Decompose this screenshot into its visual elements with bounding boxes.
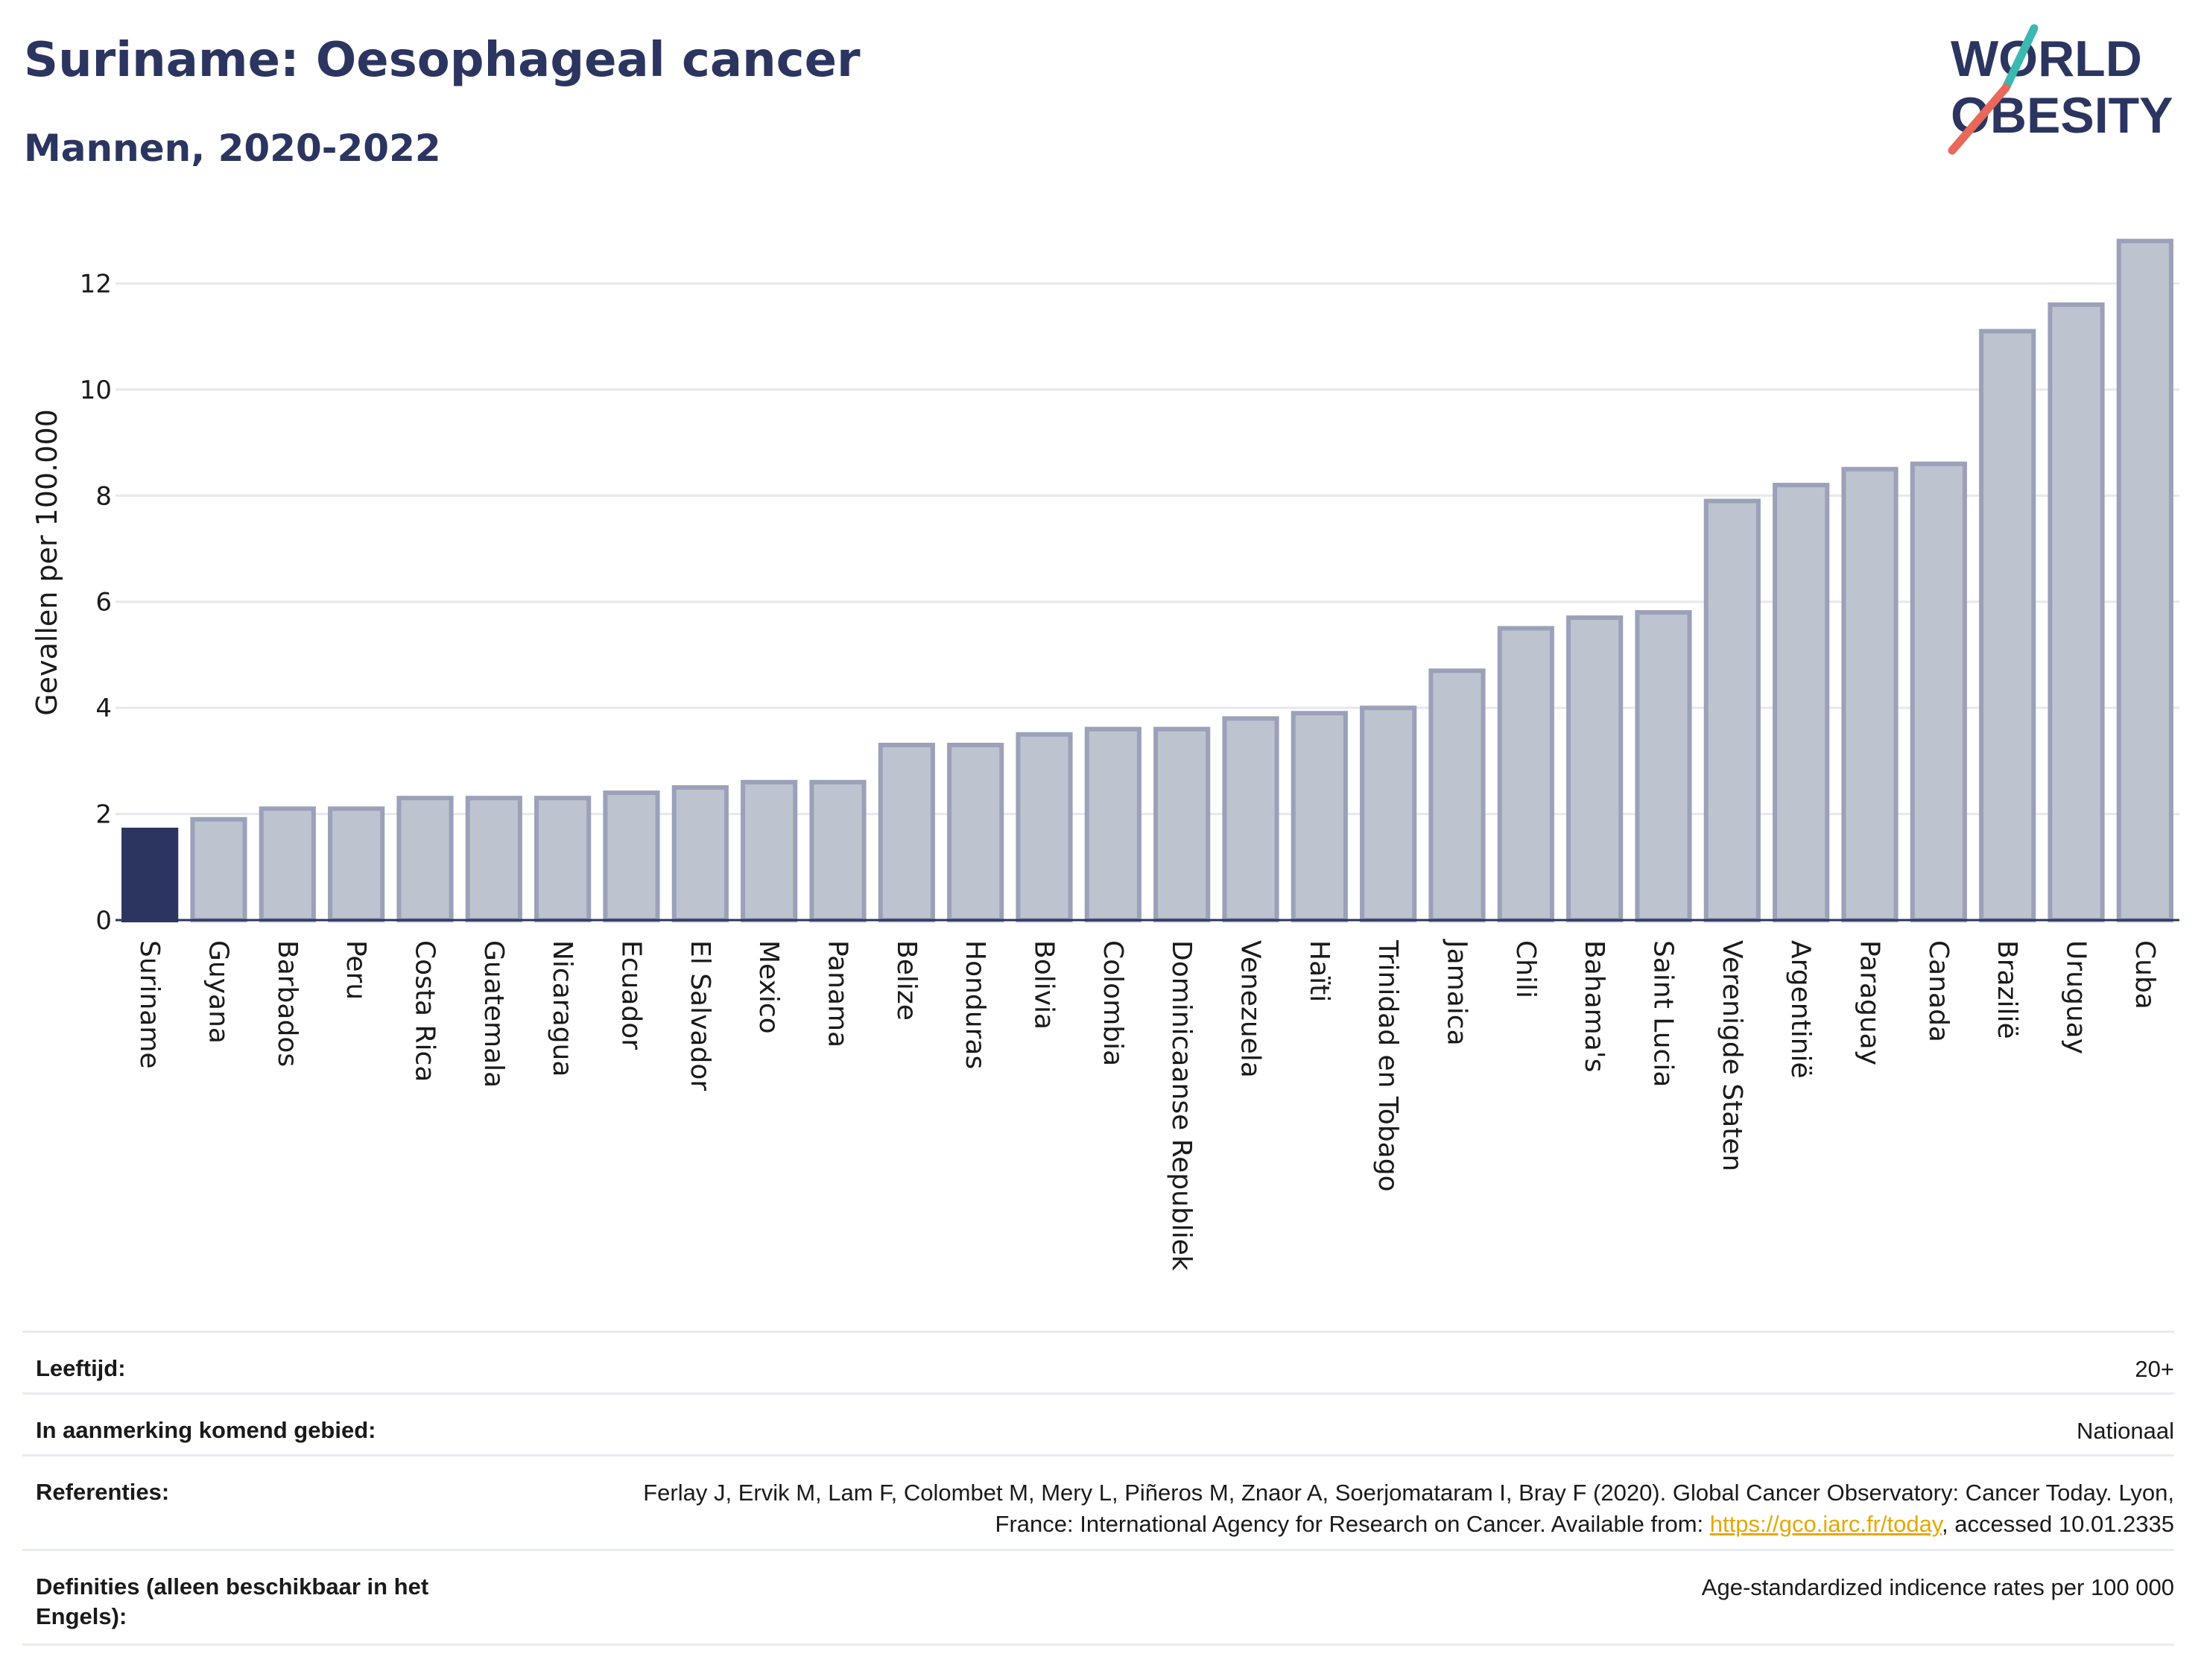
- logo-line1: WORLD: [1951, 31, 2142, 87]
- bar-jamaica[interactable]: [1428, 668, 1486, 922]
- chart-title: Suriname: Oesophageal cancer: [24, 33, 861, 88]
- x-tick-label: Barbados: [272, 940, 303, 1067]
- x-tick-label: Canada: [1923, 940, 1954, 1042]
- x-tick-label: Argentinië: [1785, 940, 1816, 1079]
- reference-link[interactable]: https://gco.iarc.fr/today: [1709, 1511, 1942, 1537]
- x-tick-label: Verenigde Staten: [1717, 940, 1747, 1171]
- bar-el-salvador[interactable]: [671, 784, 729, 923]
- bar-cuba[interactable]: [2116, 238, 2173, 922]
- x-tick-label: Honduras: [960, 940, 990, 1069]
- bar-colombia[interactable]: [1084, 726, 1141, 922]
- meta-def-label: Definities (alleen beschikbaar in het En…: [36, 1573, 429, 1629]
- x-tick-label: Nicaragua: [547, 940, 577, 1077]
- x-tick-label: Bahama's: [1579, 940, 1609, 1072]
- bars: [121, 238, 2173, 923]
- bar-guyana[interactable]: [190, 817, 247, 923]
- bar-mexico[interactable]: [741, 779, 798, 923]
- meta-row-age: Leeftijd: 20+: [22, 1331, 2174, 1392]
- meta-bottom-border: [22, 1643, 2174, 1646]
- y-tick-labels: 0 2 4 6 8 10 12: [80, 269, 112, 936]
- meta-ref-text-2: , accessed 10.01.2335: [1942, 1511, 2174, 1537]
- x-tick-label: Suriname: [134, 940, 165, 1069]
- x-tick-label: Panama: [823, 940, 853, 1047]
- bar-ecuador[interactable]: [603, 790, 660, 923]
- x-tick-label: Haïti: [1304, 940, 1334, 1002]
- logo-slash-red: [1948, 83, 2010, 155]
- x-tick-label: Cuba: [2129, 940, 2160, 1009]
- x-tick-label: Belize: [891, 940, 922, 1021]
- bar-costa-rica[interactable]: [396, 796, 454, 923]
- bar-ha-ti[interactable]: [1291, 711, 1348, 922]
- chart-subtitle: Mannen, 2020-2022: [24, 127, 441, 170]
- meta-area-value: Nationaal: [2077, 1418, 2174, 1444]
- bar-honduras[interactable]: [947, 743, 1004, 922]
- metadata-table: Leeftijd: 20+ In aanmerking komend gebie…: [22, 1331, 2174, 1646]
- x-tick-label: Chili: [1510, 940, 1541, 998]
- x-tick-label: El Salvador: [685, 940, 715, 1091]
- meta-ref-label: Referenties:: [36, 1479, 170, 1505]
- bar-chili[interactable]: [1497, 626, 1554, 922]
- y-tick-label: 8: [95, 481, 112, 511]
- x-tick-label: Brazilië: [1992, 940, 2022, 1039]
- bar-trinidad-en-tobago[interactable]: [1360, 706, 1417, 922]
- x-tick-label: Jamaica: [1442, 939, 1472, 1046]
- bar-guatemala[interactable]: [465, 796, 522, 923]
- meta-row-references: Referenties: Ferlay J, Ervik M, Lam F, C…: [22, 1454, 2174, 1549]
- bar-dominicaanse-republiek[interactable]: [1153, 726, 1211, 922]
- bar-nicaragua[interactable]: [534, 796, 592, 923]
- logo-line2: OBESITY: [1951, 87, 2173, 144]
- logo-slash-teal: [2001, 24, 2039, 92]
- x-tick-label: Peru: [341, 940, 371, 1000]
- bar-suriname[interactable]: [121, 827, 179, 923]
- y-tick-label: 0: [95, 906, 112, 936]
- x-tick-label: Venezuela: [1235, 940, 1266, 1078]
- x-tick-labels: Suriname Guyana Barbados Peru Costa Rica Guat…: [134, 939, 2160, 1271]
- x-tick-label: Mexico: [753, 940, 784, 1034]
- meta-row-area: In aanmerking komend gebied: Nationaal: [22, 1392, 2174, 1454]
- meta-def-value: Age-standardized indicence rates per 100…: [1701, 1574, 2174, 1600]
- y-tick-label: 6: [95, 588, 112, 618]
- bar-chart: 0 2 4 6 8 10 12 Gevallen per 100.000 Suriname G…: [31, 238, 2179, 1271]
- y-tick-label: 4: [95, 694, 112, 723]
- bar-uruguay[interactable]: [2048, 302, 2105, 922]
- x-tick-label: Saint Lucia: [1648, 940, 1679, 1087]
- x-tick-label: Guyana: [203, 940, 234, 1044]
- bar-peru[interactable]: [328, 806, 385, 923]
- x-tick-label: Paraguay: [1855, 940, 1885, 1065]
- x-tick-label: Trinidad en Tobago: [1372, 939, 1403, 1192]
- bar-venezuela[interactable]: [1222, 716, 1279, 922]
- y-axis-label: Gevallen per 100.000: [31, 409, 63, 716]
- bar-bahama-s[interactable]: [1566, 615, 1624, 922]
- x-tick-label: Dominicaanse Republiek: [1166, 940, 1197, 1271]
- bar-belize[interactable]: [878, 743, 935, 922]
- x-tick-label: Ecuador: [616, 940, 647, 1050]
- bar-bolivia[interactable]: [1016, 732, 1073, 922]
- y-tick-label: 2: [95, 800, 112, 830]
- y-tick-label: 12: [80, 269, 112, 299]
- bar-paraguay[interactable]: [1841, 466, 1899, 922]
- meta-age-label: Leeftijd:: [36, 1355, 126, 1381]
- bar-argentini-[interactable]: [1773, 483, 1830, 922]
- bar-verenigde-staten[interactable]: [1703, 498, 1761, 922]
- meta-age-value: 20+: [2135, 1356, 2174, 1382]
- bar-barbados[interactable]: [259, 806, 316, 923]
- world-obesity-logo: WORLD OBESITY: [1948, 24, 2173, 155]
- x-tick-label: Uruguay: [2061, 940, 2091, 1054]
- meta-ref-text-1: Ferlay J, Ervik M, Lam F, Colombet M, Me…: [643, 1480, 2174, 1537]
- x-tick-label: Costa Rica: [410, 940, 440, 1082]
- x-tick-label: Guatemala: [478, 940, 509, 1088]
- bar-panama[interactable]: [809, 779, 867, 923]
- bar-brazili-[interactable]: [1979, 329, 2036, 922]
- bar-canada[interactable]: [1910, 461, 1967, 922]
- meta-row-definitions: Definities (alleen beschikbaar in het En…: [22, 1549, 2174, 1643]
- meta-ref-value: Ferlay J, Ervik M, Lam F, Colombet M, Me…: [572, 1477, 2174, 1540]
- grid-lines: [115, 282, 2179, 816]
- meta-area-label: In aanmerking komend gebied:: [36, 1417, 376, 1443]
- bar-saint-lucia[interactable]: [1635, 609, 1692, 923]
- x-tick-label: Bolivia: [1029, 940, 1060, 1030]
- x-tick-label: Colombia: [1098, 940, 1128, 1066]
- y-tick-label: 10: [80, 375, 112, 405]
